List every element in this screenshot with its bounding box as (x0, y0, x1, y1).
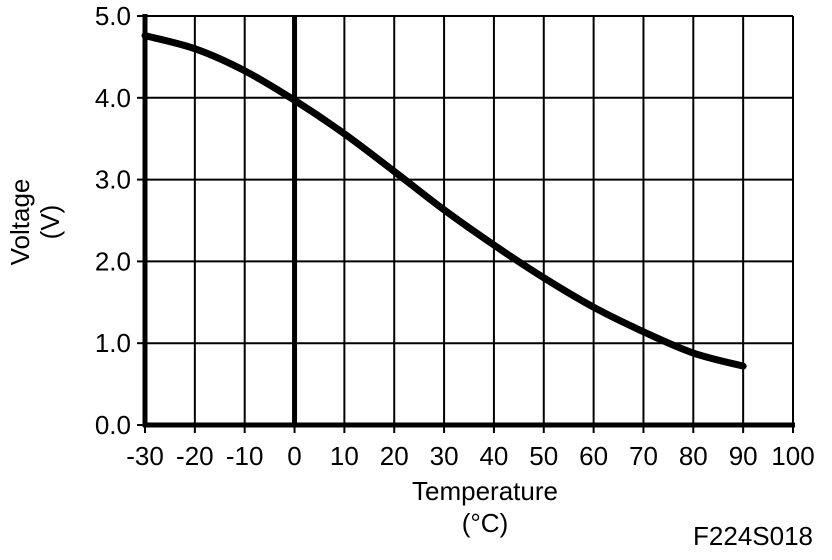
y-tick-label: 2.0 (95, 246, 131, 276)
data-point (343, 133, 345, 135)
data-point (642, 331, 644, 333)
axes (137, 14, 795, 433)
data-point (194, 48, 196, 50)
x-tick-labels: -30 -20 -10 0 10 20 30 40 50 60 70 80 90 100 (126, 441, 814, 471)
x-tick-label: -30 (126, 441, 164, 471)
figure-code: F224S018 (693, 521, 813, 551)
data-point (393, 170, 395, 172)
x-tick-label: 40 (479, 441, 508, 471)
data-point (244, 70, 246, 72)
x-tick-label: 100 (771, 441, 814, 471)
y-tick-labels: 0.0 1.0 2.0 3.0 4.0 5.0 (95, 1, 131, 440)
x-tick-label: 80 (679, 441, 708, 471)
x-tick-label: 70 (629, 441, 658, 471)
data-point (144, 35, 146, 37)
y-tick-label: 0.0 (95, 410, 131, 440)
x-tick-label: -10 (226, 441, 264, 471)
data-point (443, 209, 445, 211)
x-tick-label: 50 (529, 441, 558, 471)
x-tick-label: 60 (579, 441, 608, 471)
y-tick-label: 4.0 (95, 83, 131, 113)
data-point (294, 99, 296, 101)
x-tick-label: 10 (330, 441, 359, 471)
y-tick-label: 3.0 (95, 165, 131, 195)
grid (144, 15, 794, 426)
y-axis-unit: (V) (35, 205, 65, 240)
y-axis-title: Voltage (5, 179, 35, 266)
y-tick-label: 5.0 (95, 1, 131, 31)
x-axis-title: Temperature (412, 476, 558, 506)
x-tick-label: -20 (176, 441, 214, 471)
x-tick-label: 30 (430, 441, 459, 471)
x-axis-unit: (°C) (462, 508, 509, 538)
y-tick-label: 1.0 (95, 328, 131, 358)
x-tick-label: 0 (287, 441, 301, 471)
data-point (692, 352, 694, 354)
series (141, 32, 747, 370)
data-point (543, 277, 545, 279)
x-tick-label: 90 (729, 441, 758, 471)
data-point (493, 244, 495, 246)
data-point (593, 306, 595, 308)
data-point (742, 365, 744, 367)
x-tick-label: 20 (380, 441, 409, 471)
